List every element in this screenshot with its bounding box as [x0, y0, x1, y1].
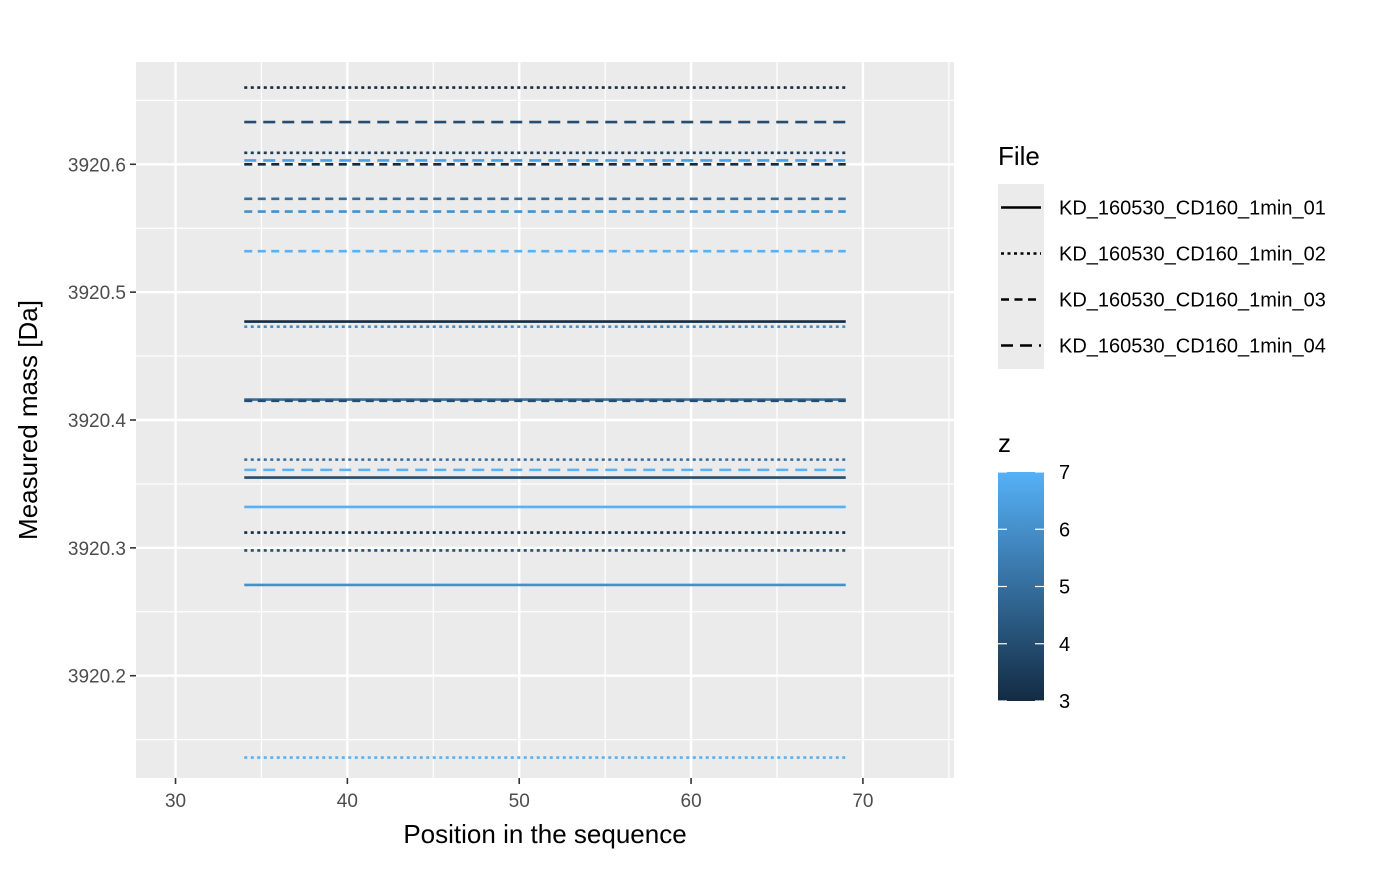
y-tick-label: 3920.4 [68, 411, 127, 432]
file-legend-label: KD_160530_CD160_1min_04 [1059, 336, 1326, 358]
x-tick-label: 40 [337, 791, 358, 812]
y-tick-label: 3920.5 [68, 283, 126, 304]
x-axis-title: Position in the sequence [403, 819, 686, 849]
z-legend: z 3 4 5 6 7 [998, 428, 1070, 713]
x-tick-label: 30 [165, 791, 186, 812]
x-tick-label: 70 [852, 791, 873, 812]
x-tick-label: 50 [509, 791, 530, 812]
file-legend-title: File [998, 141, 1040, 171]
x-axis: 30 40 50 60 70 [165, 778, 873, 812]
z-tick-label: 4 [1059, 634, 1070, 656]
y-tick-label: 3920.2 [68, 667, 126, 688]
z-tick-label: 5 [1059, 577, 1070, 599]
y-tick-label: 3920.6 [68, 155, 126, 176]
file-legend: File KD_160530_CD160_1min_01 KD_160530_CD… [998, 141, 1326, 369]
file-legend-label: KD_160530_CD160_1min_03 [1059, 290, 1326, 312]
y-axis: 3920.2 3920.3 3920.4 3920.5 3920.6 [68, 155, 136, 688]
file-legend-label: KD_160530_CD160_1min_02 [1059, 244, 1326, 266]
file-legend-label: KD_160530_CD160_1min_01 [1059, 198, 1326, 220]
data-segments [244, 86, 846, 759]
y-axis-title: Measured mass [Da] [13, 300, 43, 540]
file-legend-key-background [998, 184, 1044, 369]
x-tick-label: 60 [681, 791, 702, 812]
z-tick-label: 3 [1059, 691, 1070, 713]
z-tick-label: 7 [1059, 462, 1070, 484]
z-legend-title: z [998, 428, 1011, 458]
z-tick-label: 6 [1059, 519, 1070, 541]
y-tick-label: 3920.3 [68, 539, 126, 560]
